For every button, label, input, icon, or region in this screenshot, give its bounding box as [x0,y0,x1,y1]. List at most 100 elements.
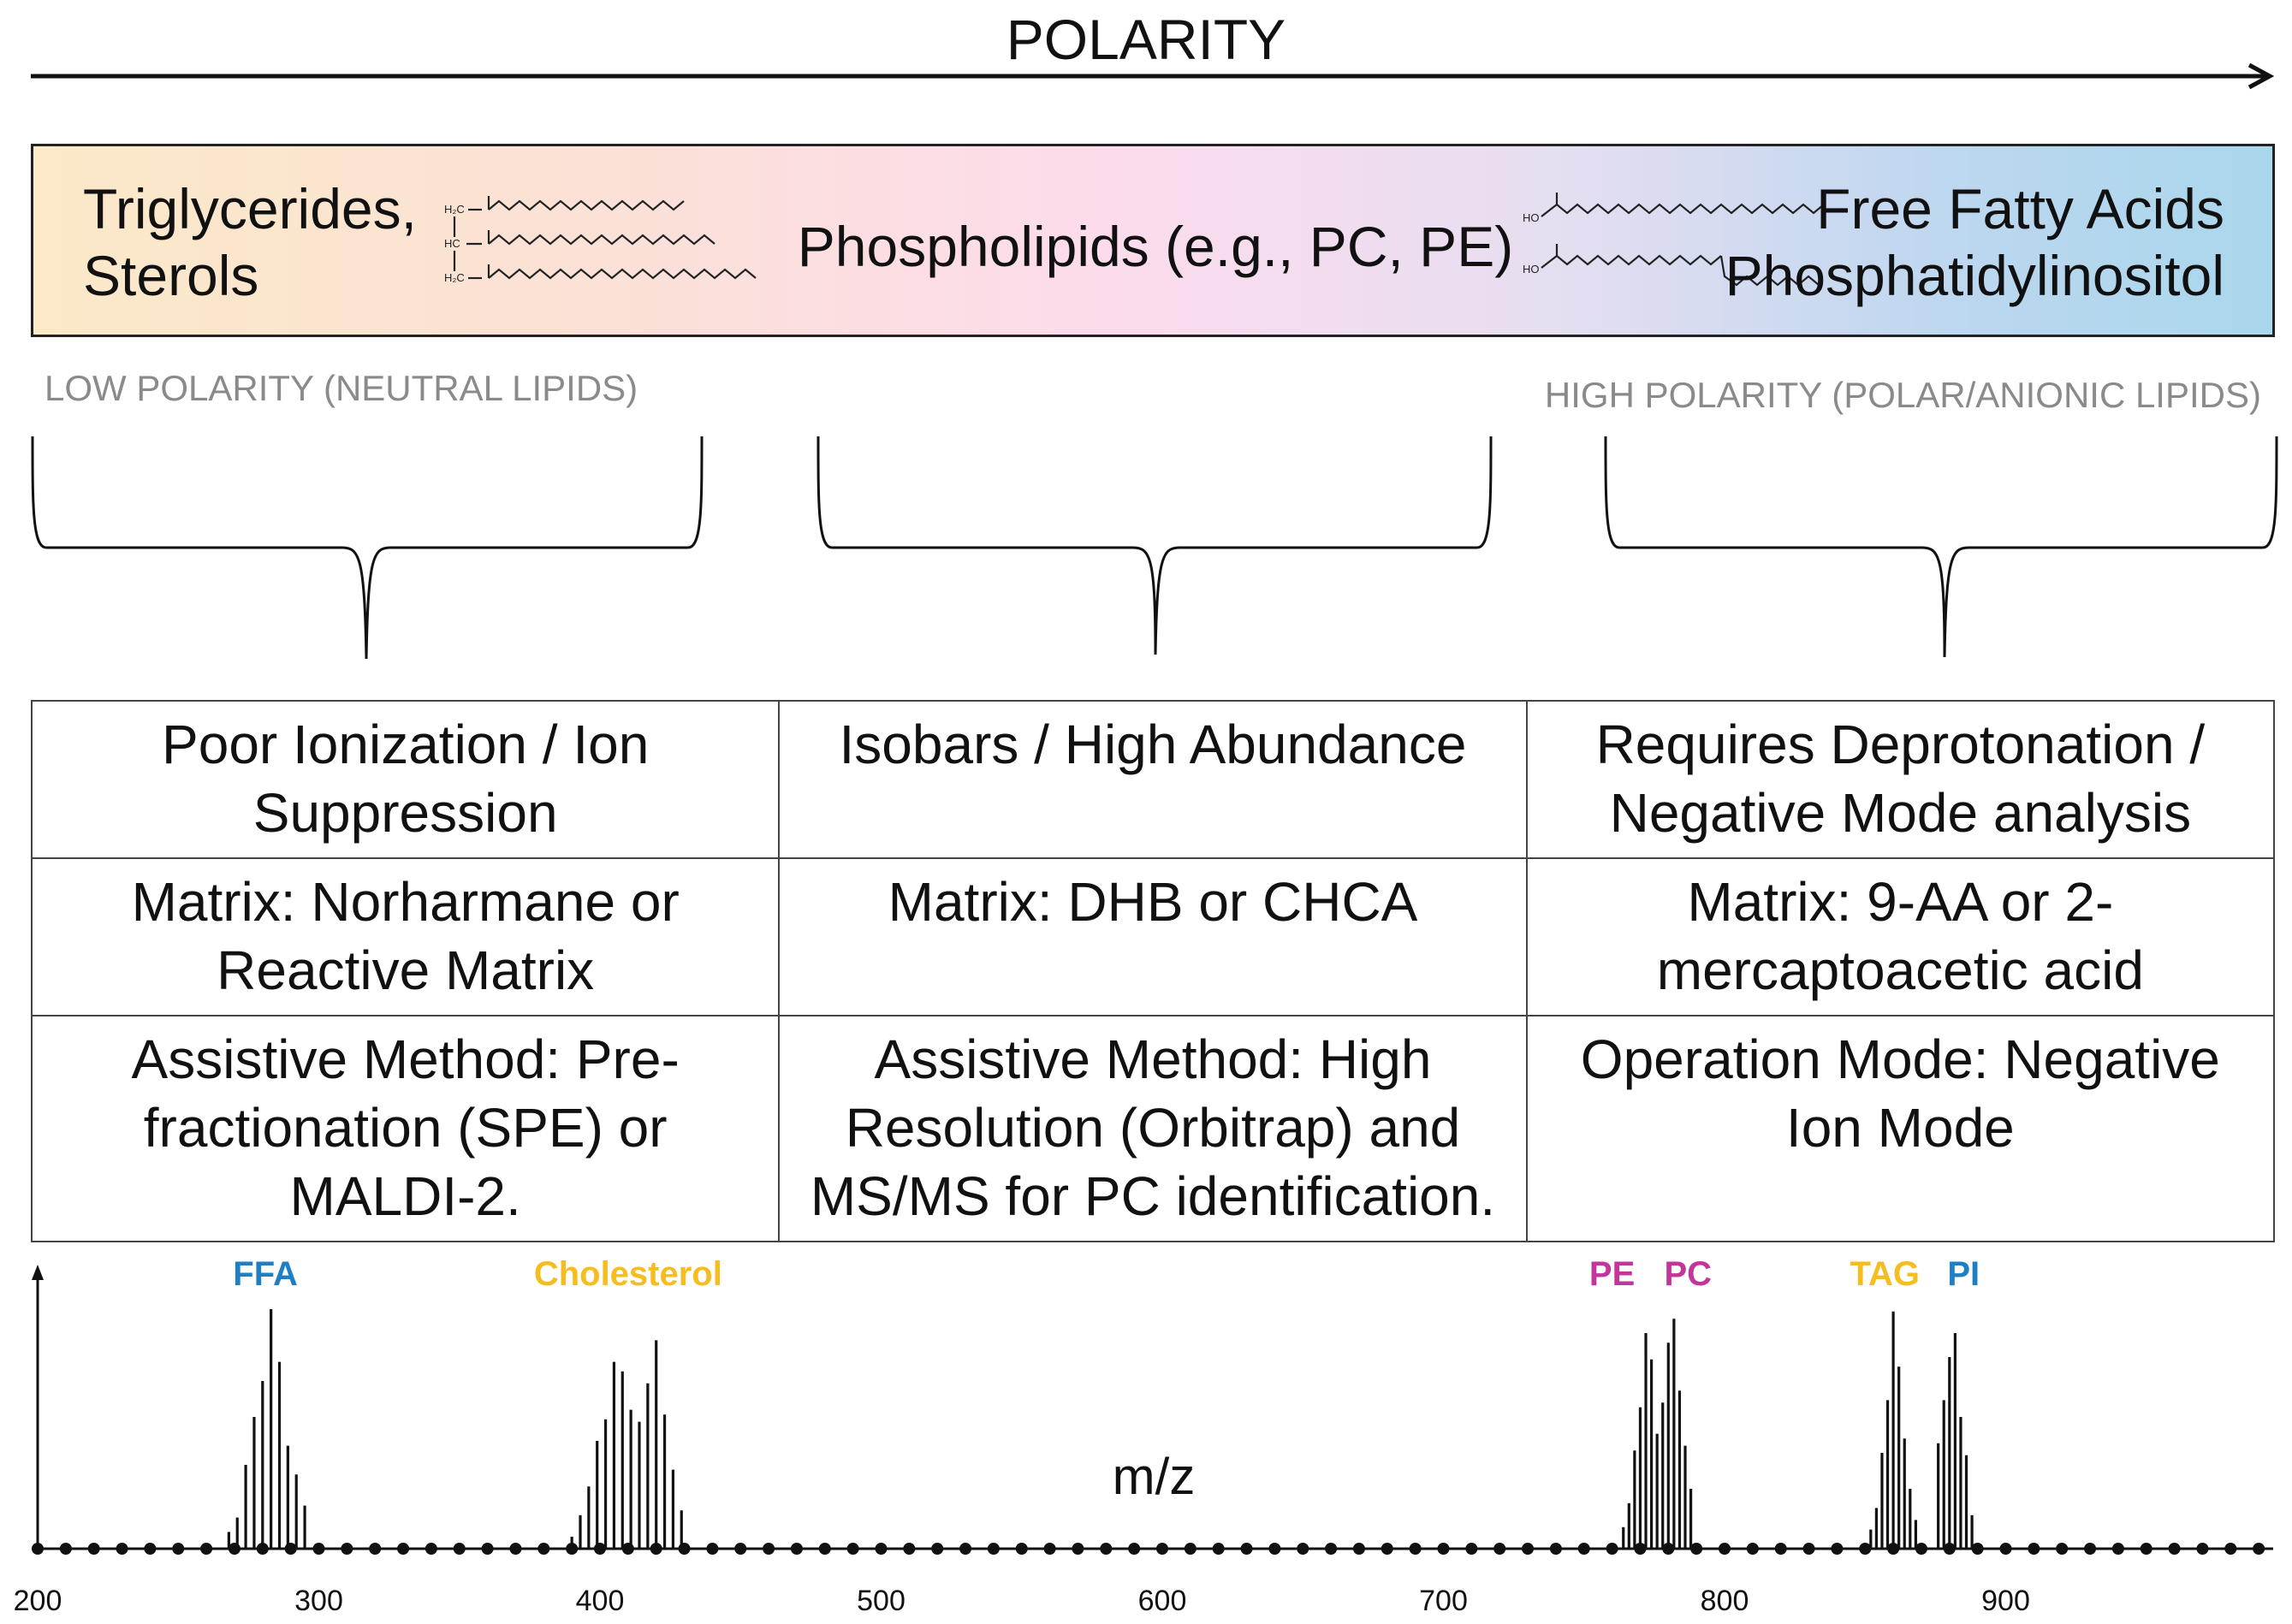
table-cell: Assistive Method: High Resolution (Orbit… [778,1015,1528,1242]
x-tick-label: 900 [1981,1585,2030,1617]
axis-tick-dot [228,1543,240,1555]
peak-annotation-label: PE [1589,1255,1635,1293]
axis-tick-dot [1802,1543,1815,1555]
axis-tick-dot [1549,1543,1562,1555]
axis-tick-dot [200,1543,213,1555]
table-cell: Poor Ionization / Ion Suppression [30,700,781,859]
axis-tick-dot [790,1543,803,1555]
axis-tick-dot [1352,1543,1365,1555]
axis-tick-dot [2168,1543,2181,1555]
axis-tick-dot [1268,1543,1281,1555]
axis-tick-dot [2224,1543,2237,1555]
svg-text:H₂C: H₂C [444,203,465,216]
axis-tick-dot [846,1543,859,1555]
axis-tick-dot [1606,1543,1618,1555]
axis-tick-dot [1774,1543,1787,1555]
axis-tick-dot [1690,1543,1703,1555]
axis-tick-dot [1493,1543,1506,1555]
table-cell: Operation Mode: Negative Ion Mode [1525,1015,2276,1242]
category-braces [31,436,2278,660]
table-row: Matrix: Norharmane or Reactive Matrix Ma… [30,857,2276,1016]
axis-tick-dot [1325,1543,1338,1555]
axis-tick-dot [172,1543,185,1555]
band-left-label: Triglycerides, Sterols [83,175,417,309]
table-row: Assistive Method: Pre-fractionation (SPE… [30,1015,2276,1242]
polarity-arrow [31,62,2275,90]
brace-middle [816,436,1493,655]
axis-tick-dot [818,1543,831,1555]
axis-tick-dot [903,1543,916,1555]
axis-tick-dot [1156,1543,1168,1555]
low-polarity-label: LOW POLARITY (NEUTRAL LIPIDS) [45,368,638,408]
peak-annotation-label: FFA [233,1255,298,1293]
axis-tick-dot [1240,1543,1253,1555]
table-cell: Assistive Method: Pre-fractionation (SPE… [30,1015,781,1242]
band-right-label: Free Fatty Acids Phosphatidylinositol [1725,175,2224,309]
x-tick-label: 800 [1701,1585,1749,1617]
x-tick-label: 200 [14,1585,62,1617]
table-cell: Matrix: DHB or CHCA [778,857,1528,1016]
axis-tick-dot [312,1543,325,1555]
axis-tick-dot [678,1543,691,1555]
axis-tick-dot [144,1543,157,1555]
table-cell: Matrix: 9-AA or 2-mercaptoacetic acid [1525,857,2276,1016]
axis-tick-dot [1043,1543,1056,1555]
x-axis-label: m/z [1113,1448,1196,1505]
axis-tick-dot [425,1543,437,1555]
challenges-table: Poor Ionization / Ion Suppression Isobar… [30,700,2276,1242]
axis-tick-dot [1999,1543,2012,1555]
polarity-title: POLARITY [1006,8,1286,71]
axis-tick-dot [1015,1543,1028,1555]
axis-tick-dot [1831,1543,1844,1555]
axis-tick-dot [1381,1543,1393,1555]
svg-text:HO: HO [1523,211,1540,224]
axis-tick-dot [2028,1543,2040,1555]
axis-tick-dot [1719,1543,1731,1555]
axis-tick-dot [481,1543,494,1555]
axis-tick-dot [341,1543,353,1555]
y-axis-arrowhead [32,1265,44,1280]
axis-tick-dot [1128,1543,1141,1555]
high-polarity-label: HIGH POLARITY (POLAR/ANIONIC LIPIDS) [1544,375,2261,415]
band-left-line-1: Triglycerides, [83,177,417,240]
band-right-line-1: Free Fatty Acids [1816,177,2224,240]
axis-tick-dot [1212,1543,1225,1555]
axis-tick-dot [284,1543,297,1555]
axis-tick-dot [2253,1543,2265,1555]
axis-tick-dot [1409,1543,1422,1555]
x-tick-label: 500 [857,1585,906,1617]
x-tick-label: 400 [576,1585,625,1617]
table-cell: Isobars / High Abundance [778,700,1528,859]
brace-right [1604,436,2278,658]
axis-tick-dot [1437,1543,1450,1555]
axis-tick-dot [1577,1543,1590,1555]
axis-tick-dot [2111,1543,2124,1555]
axis-tick-dot [1465,1543,1478,1555]
brace-left [31,436,704,660]
peak-annotation-label: TAG [1850,1255,1920,1293]
x-tick-label: 300 [294,1585,343,1617]
axis-tick-dot [875,1543,888,1555]
axis-tick-dot [1072,1543,1084,1555]
band-middle-label: Phospholipids (e.g., PC, PE) [797,215,1514,278]
svg-text:HO: HO [1523,263,1540,276]
axis-tick-dot [32,1543,44,1555]
axis-tick-dot [2140,1543,2152,1555]
peak-annotation-label: PI [1947,1255,1980,1293]
table-cell: Matrix: Norharmane or Reactive Matrix [30,857,781,1016]
axis-tick-dot [509,1543,522,1555]
axis-tick-dot [1746,1543,1759,1555]
axis-tick-dot [621,1543,634,1555]
axis-tick-dot [763,1543,775,1555]
mass-spectrum-chart: 200 300 400 500 600 700 800 900 m/z FFA Cholestero… [14,1255,2273,1617]
axis-tick-dot [59,1543,72,1555]
band-right-line-2: Phosphatidylinositol [1725,244,2224,307]
table-cell: Requires Deprotonation / Negative Mode a… [1525,700,2276,859]
peak-annotation-label: Cholesterol [534,1255,722,1293]
x-tick-label: 700 [1419,1585,1468,1617]
x-tick-label: 600 [1138,1585,1187,1617]
axis-tick-dot [116,1543,128,1555]
axis-tick-dot [397,1543,410,1555]
svg-text:H₂C: H₂C [444,271,465,284]
svg-text:HC: HC [444,237,460,250]
